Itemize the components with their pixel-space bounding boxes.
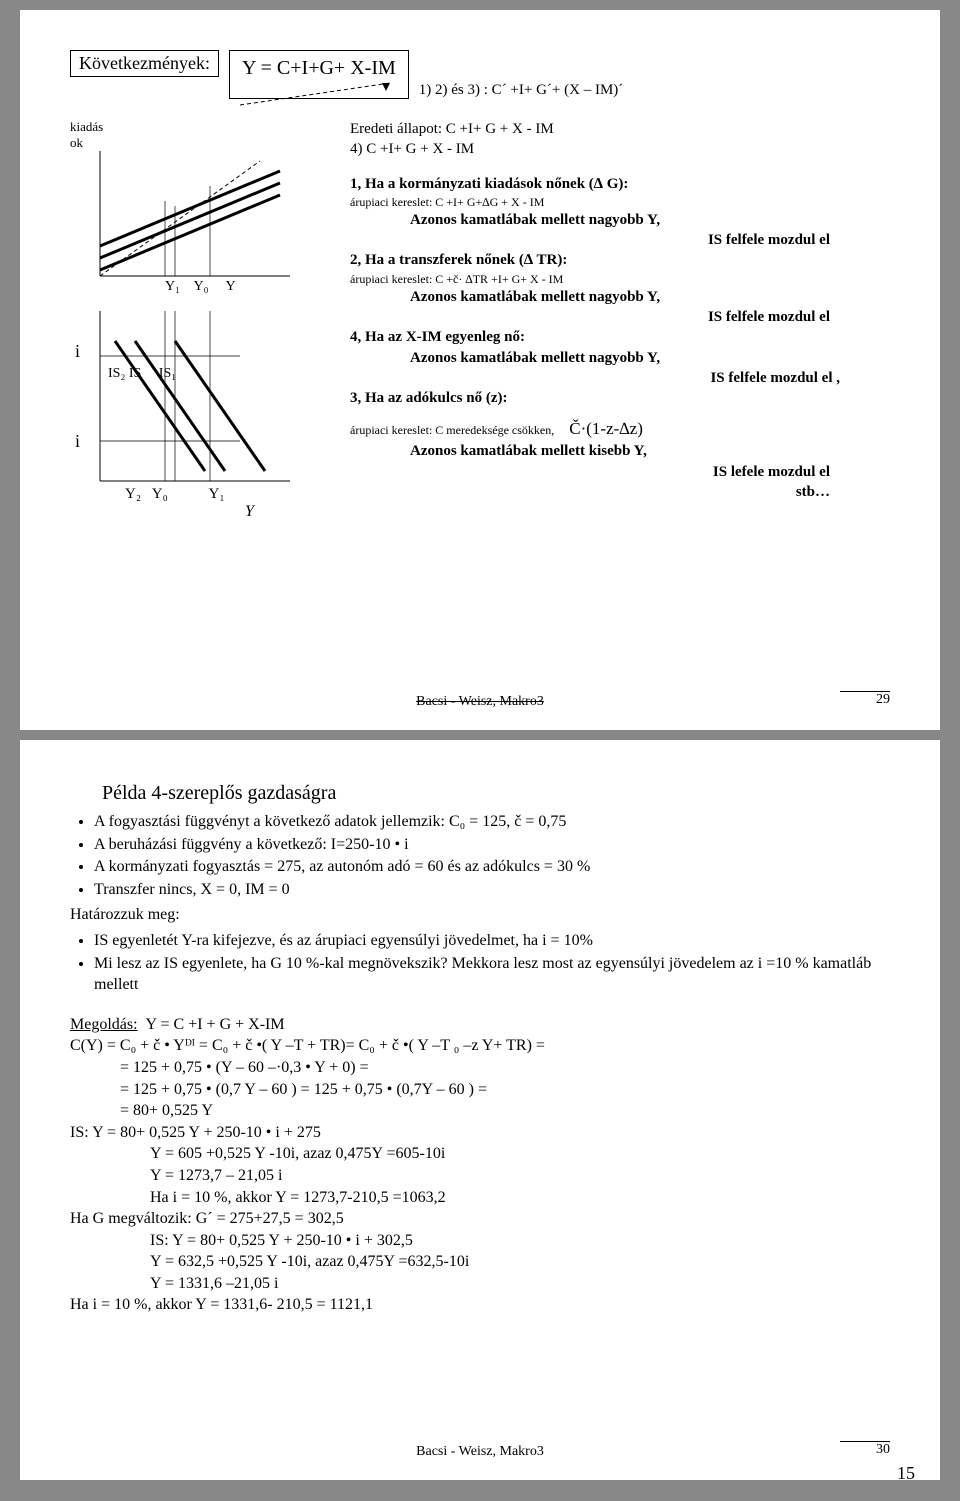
page-num-30: 30 [876, 1442, 890, 1458]
line-eq-2: = 125 + 0,75 • (0,7 Y – 60 ) = 125 + 0,7… [120, 1079, 890, 1101]
cy-line: C(Y) = C₀ + č • Yᴰᴵ = C₀ + č •( Y –T + T… [70, 1035, 890, 1057]
b5: IS egyenletét Y-ra kifejezve, és az árup… [94, 930, 890, 952]
is-sub-0: Y = 605 +0,525 Y -10i, azaz 0,475Y =605-… [150, 1143, 890, 1165]
last-line: Ha i = 10 %, akkor Y = 1331,6- 210,5 = 1… [70, 1294, 890, 1316]
b1: A fogyasztási függvényt a következő adat… [94, 811, 890, 833]
corner-15: 15 [897, 1463, 915, 1484]
hag-sub-1: Y = 632,5 +0,525 Y -10i, azaz 0,475Y =63… [150, 1251, 890, 1273]
stb: stb… [350, 482, 890, 502]
i-label-bottom: i [75, 431, 80, 452]
l3b-line: árupiaci kereslet: C meredeksége csökken… [350, 418, 890, 441]
b4: Transzfer nincs, X = 0, IM = 0 [94, 879, 890, 901]
is-label: IS [129, 366, 141, 381]
slide-29: Következmények: Y = C+I+G+ X-IM 1) 2) és… [20, 10, 940, 730]
footer-text-29: Bacsi - Weisz, Makro3 [416, 694, 544, 709]
slide2-title: Példa 4-szereplős gazdaságra [102, 780, 890, 807]
megoldas-eq: Y = C +I + G + X-IM [146, 1016, 285, 1033]
l3d: IS lefele mozdul el [410, 462, 890, 482]
l1b: árupiaci kereslet: C +I+ G+∆G + X - IM [350, 194, 890, 210]
eq4: 4) C +I+ G + X - IM [350, 139, 890, 159]
hag-sub-2: Y = 1331,6 –21,05 i [150, 1273, 890, 1295]
l2c: Azonos kamatlábak mellett nagyobb Y, [410, 287, 890, 307]
l3c: Azonos kamatlábak mellett kisebb Y, [410, 441, 890, 461]
text-column: Eredeti állapot: C +I+ G + X - IM 4) C +… [350, 119, 890, 521]
l4d: IS felfele mozdul el , [410, 368, 890, 388]
bottom-chart: i i IS₂ [70, 311, 300, 521]
kiadasok-label1: kiadás [70, 119, 103, 134]
top-x-y1: Y₁ [165, 279, 180, 294]
l3b-post: Č·(1-z-∆z) [569, 419, 643, 438]
bullet-list-1: A fogyasztási függvényt a következő adat… [70, 811, 890, 900]
l2d: IS felfele mozdul el [410, 307, 890, 327]
l4c: Azonos kamatlábak mellett nagyobb Y, [410, 348, 890, 368]
is2-label: IS₂ [108, 366, 125, 381]
eq-sub: 1) 2) és 3) : C´ +I+ G´+ (X – IM)´ [419, 82, 624, 99]
bx-y0: Y₀ [152, 486, 168, 502]
bx-y1: Y₁ [209, 486, 225, 502]
top-x-y: Y [225, 279, 235, 294]
line-eq-3: = 80+ 0,525 Y [120, 1100, 890, 1122]
line-eq-1: = 125 + 0,75 • (Y – 60 –·0,3 • Y + 0) = [120, 1057, 890, 1079]
l2: 2, Ha a transzferek nőnek (∆ TR): [350, 250, 890, 270]
is-line: IS: Y = 80+ 0,525 Y + 250-10 • i + 275 [70, 1122, 890, 1144]
pg-line-29 [840, 691, 890, 692]
bottom-chart-svg [70, 311, 300, 501]
page-num-29: 29 [876, 692, 890, 708]
orig-state: Eredeti állapot: C +I+ G + X - IM [350, 119, 890, 139]
is-sub-1: Y = 1273,7 – 21,05 i [150, 1165, 890, 1187]
pg-line-30 [840, 1441, 890, 1442]
b6: Mi lesz az IS egyenlete, ha G 10 %-kal m… [94, 953, 890, 996]
chart-column: kiadás ok [70, 119, 330, 521]
top-chart-svg [70, 151, 300, 291]
slide-30: Példa 4-szereplős gazdaságra A fogyasztá… [20, 740, 940, 1480]
bx-Y: Y [245, 503, 254, 521]
equation-box: Y = C+I+G+ X-IM [229, 50, 409, 99]
footer-29: Bacsi - Weisz, Makro3 [70, 694, 890, 710]
bx-y2: Y₂ [125, 486, 141, 502]
b3: A kormányzati fogyasztás = 275, az auton… [94, 856, 890, 878]
hatarozzuk: Határozzuk meg: [70, 904, 890, 926]
top-x-y0: Y₀ [193, 279, 208, 294]
l4: 4, Ha az X-IM egyenleg nő: [350, 327, 890, 347]
title-box: Következmények: [70, 50, 219, 77]
footer-30: Bacsi - Weisz, Makro3 [70, 1444, 890, 1460]
l1: 1, Ha a kormányzati kiadások nőnek (∆ G)… [350, 174, 890, 194]
l3: 3, Ha az adókulcs nő (z): [350, 388, 890, 408]
l1d: IS felfele mozdul el [410, 230, 890, 250]
hag-sub-0: IS: Y = 80+ 0,525 Y + 250-10 • i + 302,5 [150, 1230, 890, 1252]
bullet-list-2: IS egyenletét Y-ra kifejezve, és az árup… [70, 930, 890, 996]
l3b-pre: árupiaci kereslet: C meredeksége csökken… [350, 423, 554, 437]
l2b: árupiaci kereslet: C +č· ∆TR +I+ G+ X - … [350, 271, 890, 287]
i-label-top: i [75, 341, 80, 362]
megoldas-label: Megoldás: [70, 1016, 138, 1033]
top-row: Következmények: Y = C+I+G+ X-IM 1) 2) és… [70, 50, 890, 99]
hag-line: Ha G megváltozik: G´ = 275+27,5 = 302,5 [70, 1208, 890, 1230]
top-chart: Y₁ Y₀ Y [70, 151, 300, 291]
dashed-arrow [240, 81, 400, 107]
eq-main: Y = C+I+G+ X-IM [242, 57, 396, 80]
is-sub-2: Ha i = 10 %, akkor Y = 1273,7-210,5 =106… [150, 1187, 890, 1209]
l1c: Azonos kamatlábak mellett nagyobb Y, [410, 210, 890, 230]
is1-label: IS₁ [159, 366, 176, 381]
kiadasok-label2: ok [70, 135, 83, 150]
b2: A beruházási függvény a következő: I=250… [94, 834, 890, 856]
megoldas-line: Megoldás: Y = C +I + G + X-IM [70, 1014, 890, 1036]
